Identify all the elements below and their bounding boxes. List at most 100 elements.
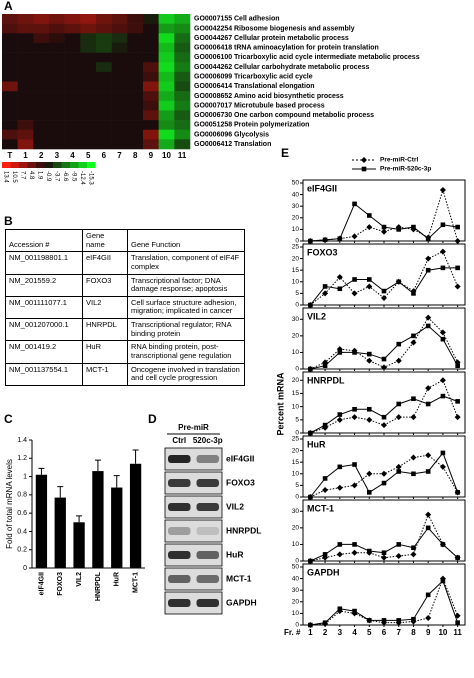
heatmap-cell [143, 42, 159, 53]
data-point [395, 357, 402, 364]
y-tick-label: 0 [23, 565, 27, 572]
data-point [410, 339, 417, 346]
go-term: Tricarboxylic acid cycle [234, 74, 313, 81]
table-row: NM_001207000.1 HNRPDL Transcriptional regu… [5, 317, 245, 342]
heatmap-cell [33, 14, 50, 24]
data-point [366, 618, 372, 623]
heatmap-cell [174, 100, 191, 111]
heatmap-cell [2, 23, 18, 34]
heatmap-cell [158, 100, 175, 111]
data-point [455, 555, 460, 560]
heatmap-cell [127, 33, 144, 44]
data-point [411, 616, 416, 622]
colorbar-swatch [78, 162, 87, 168]
heatmap-cell [158, 71, 175, 82]
data-point [440, 542, 446, 547]
y-tick-label: 10 [292, 349, 300, 356]
heatmap-cell [17, 14, 34, 24]
heatmap-cell [80, 120, 97, 131]
data-point [337, 412, 343, 417]
table-cell: NM_001207000.1 [5, 317, 83, 342]
heatmap-cell [17, 42, 34, 53]
go-id: GO0006414 [194, 83, 232, 90]
x-tick-label: 8 [411, 628, 416, 637]
data-point [337, 286, 343, 292]
data-point [411, 224, 416, 230]
heatmap-cell [17, 52, 34, 63]
y-tick-label: 0 [295, 302, 299, 309]
error-bar [94, 459, 101, 472]
heatmap-cell [17, 81, 34, 92]
table-row: NM_201559.2 FOXO3 Transcriptional factor; … [5, 273, 245, 297]
data-point [322, 422, 328, 428]
heatmap-cell [64, 71, 81, 82]
series-line [310, 379, 459, 434]
data-point [351, 290, 358, 297]
panel-title: HuR [307, 439, 326, 449]
blot-band [168, 551, 191, 559]
heatmap-cell [96, 14, 112, 24]
heatmap-cell [33, 139, 50, 150]
data-point [366, 277, 372, 282]
data-point [439, 377, 446, 384]
heatmap-cell [80, 91, 97, 102]
error-bar [132, 449, 139, 464]
y-axis-label: Percent mRNA [275, 372, 285, 436]
data-point [322, 237, 328, 243]
heatmap-cell [96, 52, 112, 63]
go-term: Ribosome biogenesis and assembly [234, 25, 355, 32]
data-point [439, 329, 446, 336]
go-term: Protein polymerization [234, 122, 309, 129]
heatmap-cell [174, 14, 191, 24]
heatmap-cell [2, 52, 18, 63]
heatmap-cell [111, 129, 128, 140]
table-cell: HNRPDL [82, 317, 128, 342]
data-point [425, 255, 432, 262]
data-point [411, 545, 416, 551]
blot-band [168, 503, 191, 511]
heatmap-cell [96, 100, 112, 111]
go-id: GO0006099 [194, 74, 232, 81]
y-tick-label: 30 [292, 203, 300, 210]
y-tick-label: 0.6 [17, 510, 27, 517]
data-point [322, 290, 329, 297]
go-term: Translational elongation [234, 83, 315, 90]
series-line [310, 203, 458, 242]
heatmap-cell [111, 110, 128, 121]
colorbar-swatch [70, 162, 79, 168]
heatmap-cell [127, 100, 144, 111]
heatmap-cell [64, 14, 81, 24]
y-tick-label: 30 [292, 587, 300, 594]
blot-band [196, 527, 219, 535]
data-point [425, 452, 432, 459]
heatmap-cell [80, 23, 97, 34]
heatmap-cell [2, 139, 18, 150]
table-row: NM_001137554.1 MCT-1 Oncogene involved in … [5, 362, 245, 386]
y-tick-label: 0.2 [17, 547, 27, 554]
column-label: T [7, 151, 12, 160]
data-point [366, 490, 372, 495]
y-tick-label: 20 [292, 599, 300, 606]
heatmap-cell [143, 62, 159, 73]
heatmap-cell [127, 14, 144, 24]
data-point [336, 551, 343, 558]
panel-letter: A [4, 0, 13, 13]
data-point [395, 463, 402, 470]
heatmap-cell [96, 62, 112, 73]
colorbar-label: 7.7 [20, 171, 26, 180]
go-id: GO0051258 [194, 122, 232, 129]
heatmap-cell [127, 52, 144, 63]
data-point [381, 554, 387, 561]
heatmap-cell [174, 42, 191, 53]
heatmap-cell [17, 110, 34, 121]
heatmap-cell [127, 91, 144, 102]
go-id: GO0006730 [194, 112, 232, 119]
data-point [366, 470, 373, 477]
data-point [366, 283, 373, 290]
blot-band [168, 479, 191, 487]
heatmap-cell [49, 110, 65, 121]
heatmap-cell [2, 33, 18, 44]
heatmap-cell [49, 120, 65, 131]
heatmap-cell [49, 81, 65, 92]
heatmap-cell [17, 91, 34, 102]
